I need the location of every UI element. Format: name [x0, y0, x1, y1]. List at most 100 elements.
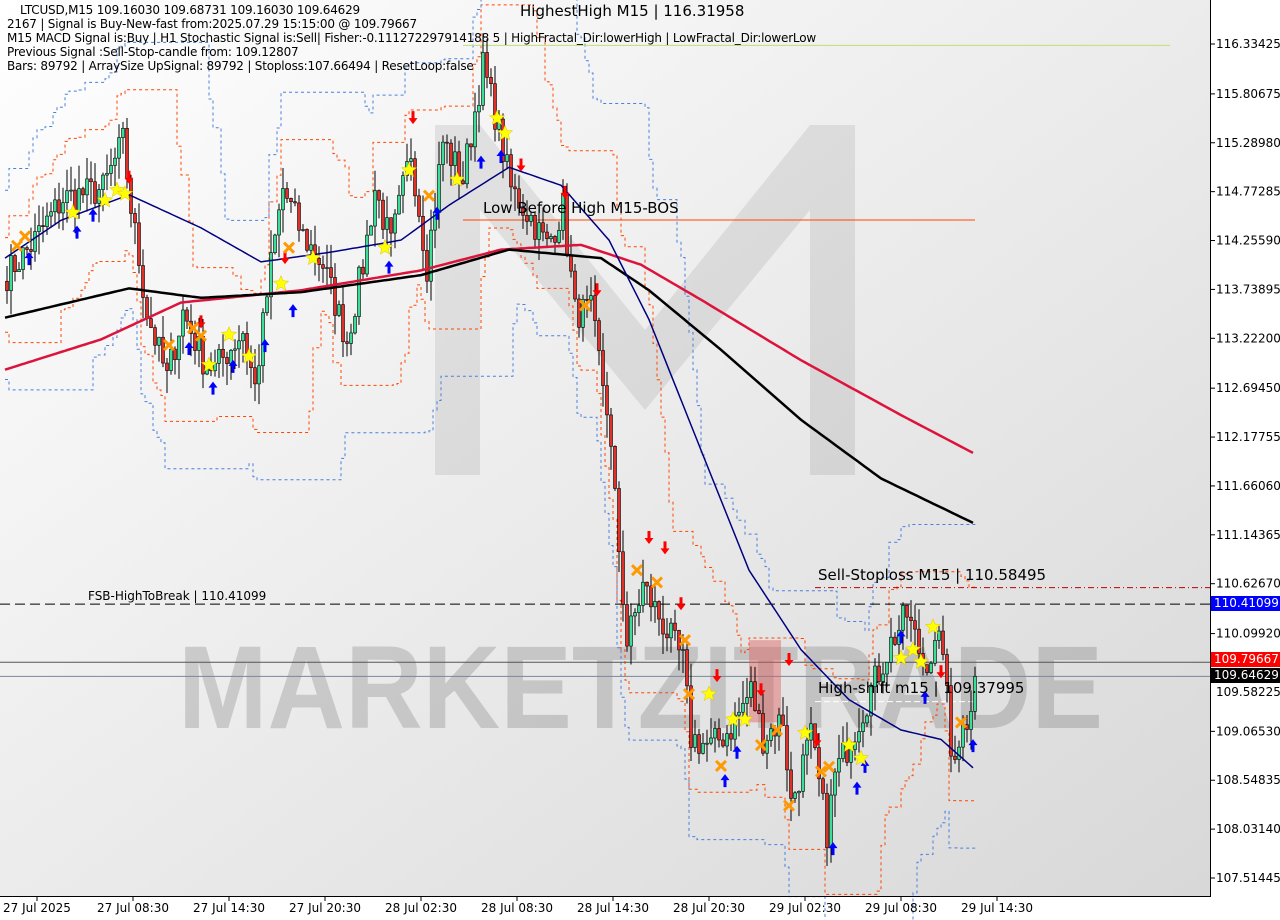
sell-arrow-icon	[516, 158, 526, 172]
bull-candle	[113, 157, 117, 166]
ma-mid-line	[4, 248, 974, 525]
bear-candle	[877, 665, 881, 682]
bear-candle	[657, 601, 661, 620]
bear-candle	[661, 618, 665, 635]
bear-candle	[945, 654, 949, 686]
price-tick-label: 114.25590	[1216, 234, 1280, 248]
buy-arrow-icon	[920, 690, 930, 704]
bull-candle	[505, 154, 509, 162]
bull-candle	[473, 111, 477, 148]
bear-candle	[513, 186, 517, 190]
bear-candle	[417, 195, 421, 217]
bear-candle	[517, 188, 521, 209]
sell-arrow-icon	[644, 531, 654, 545]
bull-candle	[393, 213, 397, 234]
star-icon	[240, 347, 258, 364]
bull-candle	[181, 309, 185, 337]
star-icon	[220, 326, 238, 342]
indicator-info: M15 MACD Signal is:Buy | H1 Stochastic S…	[7, 31, 816, 45]
price-tick-label: 110.09920	[1216, 627, 1280, 641]
buy-arrow-icon	[72, 225, 82, 239]
bear-candle	[677, 630, 681, 651]
price-tick-label: 108.54835	[1216, 773, 1280, 787]
bull-candle	[21, 247, 25, 270]
bear-candle	[689, 685, 693, 748]
price-axis[interactable]	[1210, 0, 1280, 920]
star-icon	[700, 685, 718, 702]
bear-candle	[697, 734, 701, 754]
bull-candle	[77, 188, 81, 211]
price-axis-ticks: 116.33425 115.80675 115.28980 114.77285 114.…	[1211, 37, 1280, 885]
price-tick-label: 110.62670	[1216, 577, 1280, 591]
bear-candle	[389, 217, 393, 234]
bear-candle	[597, 320, 601, 351]
bull-candle	[273, 234, 277, 254]
star-icon	[116, 185, 134, 201]
bear-candle	[297, 202, 301, 231]
bull-candle	[269, 252, 273, 298]
bear-candle	[817, 747, 821, 780]
cross-icon	[782, 799, 796, 812]
bull-candle	[429, 229, 433, 282]
bull-candle	[465, 143, 469, 185]
sell-arrow-icon	[560, 185, 570, 199]
bear-candle	[449, 142, 453, 166]
bull-candle	[357, 266, 361, 317]
bear-candle	[785, 725, 789, 771]
bull-candle	[841, 742, 845, 759]
star-icon	[448, 170, 466, 187]
bull-candle	[241, 333, 245, 342]
bull-candle	[749, 681, 753, 698]
sell-arrow-icon	[756, 683, 766, 697]
bear-candle	[613, 446, 617, 489]
time-tick-label: 28 Jul 14:30	[577, 901, 649, 915]
bear-candle	[341, 304, 345, 343]
bear-candle	[461, 180, 465, 185]
star-icon	[852, 749, 870, 766]
bear-candle	[421, 216, 425, 251]
bull-candle	[397, 194, 401, 215]
bear-candle	[501, 118, 505, 162]
bull-candle	[869, 686, 873, 717]
buy-arrow-icon	[852, 781, 862, 795]
upper-channel-orange	[5, 4, 977, 681]
time-tick-label: 27 Jul 2025	[3, 901, 71, 915]
buy-arrow-icon	[260, 339, 270, 353]
bull-candle	[653, 601, 657, 608]
star-icon	[488, 109, 506, 126]
bear-candle	[509, 154, 513, 188]
bull-candle	[69, 189, 73, 192]
bull-candle	[53, 199, 57, 213]
star-icon	[96, 191, 114, 208]
sell-arrow-icon	[408, 111, 418, 125]
bull-candle	[837, 758, 841, 773]
bull-candle	[441, 141, 445, 165]
bear-candle	[185, 309, 189, 322]
bear-candle	[445, 141, 449, 144]
bear-candle	[917, 628, 921, 654]
star-icon	[376, 239, 394, 255]
bear-candle	[381, 199, 385, 230]
buy-arrow-icon	[24, 252, 34, 266]
bear-candle	[329, 267, 333, 278]
sell-arrow-icon	[936, 665, 946, 679]
bull-candle	[17, 269, 21, 273]
bear-candle	[757, 710, 761, 714]
time-tick-label: 29 Jul 08:30	[865, 901, 937, 915]
bull-candle	[309, 244, 313, 251]
signal-info: 2167 | Signal is Buy-New-fast from:2025.…	[7, 17, 417, 31]
bull-candle	[969, 711, 973, 730]
cross-icon	[754, 739, 768, 752]
bear-candle	[489, 77, 493, 85]
cross-icon	[770, 723, 784, 737]
buy-arrow-icon	[896, 630, 906, 644]
ma-slow-line	[4, 243, 974, 455]
buy-arrow-icon	[968, 739, 978, 753]
bear-candle	[225, 357, 229, 364]
bull-candle	[257, 365, 261, 385]
price-tick-label: 107.51445	[1216, 871, 1280, 885]
cross-icon	[682, 687, 696, 701]
cross-icon	[578, 299, 592, 312]
bear-candle	[781, 714, 785, 726]
